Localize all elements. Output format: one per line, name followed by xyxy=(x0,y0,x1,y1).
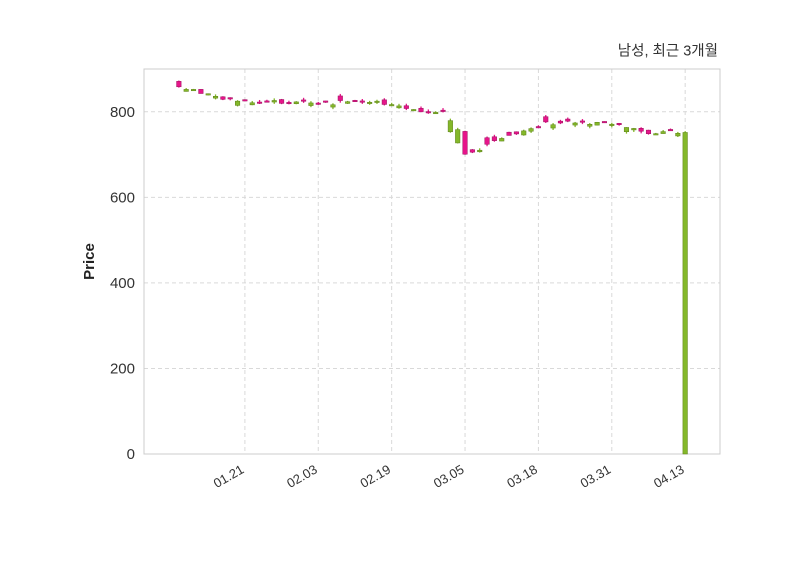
svg-text:03.05: 03.05 xyxy=(431,462,467,491)
svg-text:Price: Price xyxy=(81,243,98,280)
svg-text:02.03: 02.03 xyxy=(284,462,320,491)
svg-text:600: 600 xyxy=(110,189,135,206)
svg-text:남성, 최근 3개월: 남성, 최근 3개월 xyxy=(618,43,718,60)
svg-text:04.13: 04.13 xyxy=(651,462,687,491)
svg-text:03.31: 03.31 xyxy=(578,462,614,491)
svg-text:01.21: 01.21 xyxy=(211,462,247,491)
svg-text:800: 800 xyxy=(110,104,135,121)
svg-text:0: 0 xyxy=(127,446,135,463)
svg-text:03.18: 03.18 xyxy=(504,462,540,491)
svg-text:200: 200 xyxy=(110,360,135,377)
svg-text:400: 400 xyxy=(110,275,135,292)
svg-text:02.19: 02.19 xyxy=(357,462,393,491)
